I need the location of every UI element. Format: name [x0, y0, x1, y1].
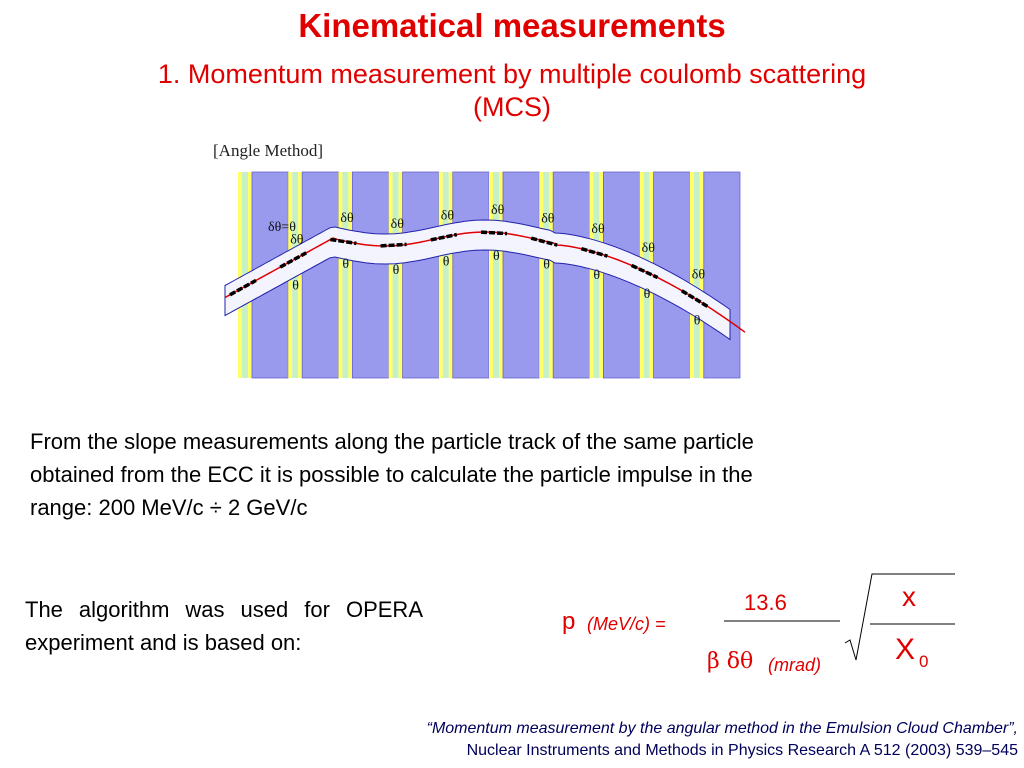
ecc-layer	[489, 171, 540, 379]
formula-X-subscript: 0	[919, 652, 929, 671]
formula-beta-dtheta: β δθ	[707, 649, 754, 674]
theta-label: θ	[593, 268, 600, 283]
slide-subtitle: 1. Momentum measurement by multiple coul…	[0, 58, 1024, 124]
first-angle-label: δθ=θ	[268, 220, 296, 235]
theta-label: θ	[342, 257, 349, 272]
track-segment	[480, 230, 508, 236]
reference-source: Nuclear Instruments and Methods in Physi…	[466, 742, 1018, 759]
track-segment	[279, 251, 308, 269]
formula-p-unit: (MeV/c) =	[587, 614, 666, 634]
theta-label: θ	[443, 255, 450, 270]
delta-theta-label: δθ	[692, 268, 706, 283]
track-segment	[229, 278, 257, 297]
delta-theta-label: δθ	[541, 211, 555, 226]
description-paragraph: From the slope measurements along the pa…	[30, 425, 980, 524]
reference-title: “Momentum measurement by the angular met…	[426, 720, 1018, 737]
delta-theta-label: δθ	[391, 217, 405, 232]
ecc-layer	[539, 171, 590, 379]
track-segment	[430, 232, 458, 242]
track-segment	[680, 289, 709, 309]
slide-title: Kinematical measurements	[298, 7, 726, 44]
delta-theta-label: δθ	[491, 203, 505, 218]
formula-denominator-unit: (mrad)	[768, 655, 821, 675]
formula-x: x	[902, 581, 916, 612]
angle-method-diagram: [Angle Method] δθ=θδθθδθθδθθδθθδθθδθθδθθ…	[213, 141, 746, 379]
theta-label: θ	[292, 279, 299, 294]
theta-label: θ	[393, 263, 400, 278]
theta-label: θ	[543, 257, 550, 272]
formula-p: p	[562, 608, 576, 635]
ecc-layer	[689, 171, 741, 379]
track-segment	[530, 236, 558, 247]
algorithm-text: The algorithm was used for OPERA experim…	[25, 597, 423, 655]
theta-label: θ	[493, 249, 500, 264]
track-band	[224, 219, 731, 341]
subtitle-line-1: 1. Momentum measurement by multiple coul…	[157, 59, 867, 89]
paragraph-line-2: obtained from the ECC it is possible to …	[30, 462, 753, 487]
track-segment	[630, 263, 659, 280]
theta-label: θ	[694, 314, 701, 329]
theta-label: θ	[644, 287, 651, 302]
subtitle-line-2: (MCS)	[473, 92, 551, 122]
delta-theta-label: δθ	[290, 233, 304, 248]
delta-theta-label: δθ	[340, 211, 354, 226]
delta-theta-label: δθ	[441, 209, 455, 224]
reference: “Momentum measurement by the angular met…	[427, 718, 1018, 762]
formula-numerator: 13.6	[744, 590, 787, 615]
track-segment	[330, 237, 357, 246]
diagram-label: [Angle Method]	[213, 141, 323, 160]
track-segment	[380, 242, 407, 248]
ecc-layer	[438, 171, 490, 379]
delta-theta-label: δθ	[591, 222, 605, 237]
ecc-layer	[338, 171, 389, 379]
sqrt-sign	[844, 573, 955, 661]
paragraph-line-1: From the slope measurements along the pa…	[30, 429, 754, 454]
formula-X: X	[895, 633, 916, 666]
paragraph-line-3: range: 200 MeV/c ÷ 2 GeV/c	[30, 495, 308, 520]
delta-theta-label: δθ	[642, 241, 656, 256]
track-segment	[580, 247, 608, 258]
ecc-layer	[388, 171, 440, 379]
